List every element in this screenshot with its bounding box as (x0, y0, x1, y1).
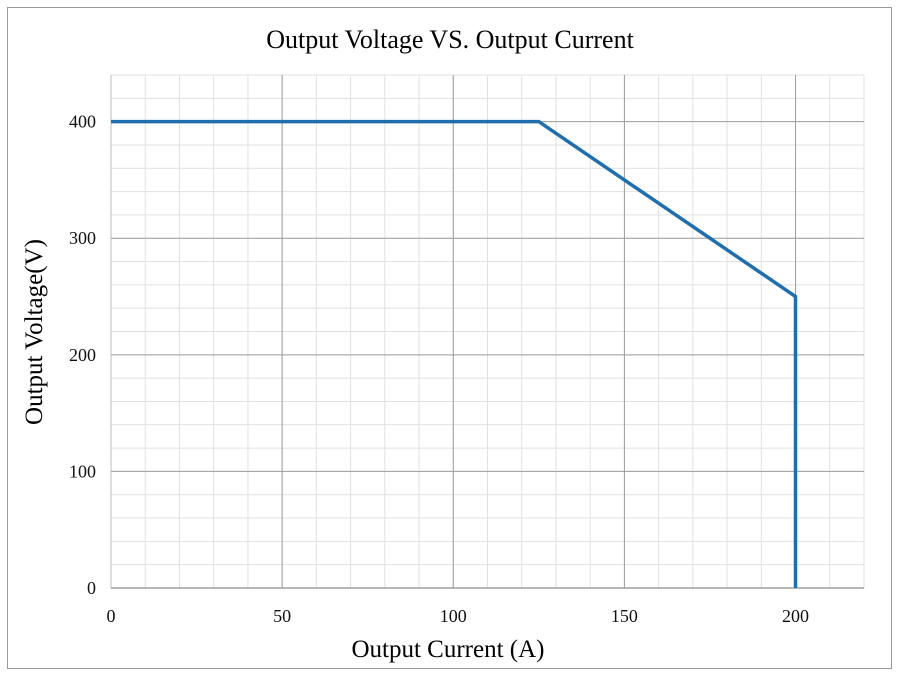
chart-title: Output Voltage VS. Output Current (266, 25, 634, 54)
y-axis-title: Output Voltage(V) (21, 239, 48, 425)
chart-frame (7, 7, 892, 669)
x-tick-label: 50 (273, 606, 291, 626)
x-tick-labels: 0 50 100 150 200 (107, 606, 810, 626)
series-group (111, 119, 798, 588)
y-tick-labels: 0 100 200 300 400 (69, 112, 96, 598)
x-axis-title: Output Current (A) (351, 636, 544, 663)
y-tick-label: 400 (69, 112, 96, 132)
x-tick-label: 200 (782, 606, 809, 626)
y-tick-label: 0 (87, 578, 96, 598)
series-line (111, 119, 798, 588)
grid-minor (110, 74, 865, 589)
x-tick-label: 0 (107, 606, 116, 626)
x-tick-label: 100 (440, 606, 467, 626)
y-tick-label: 300 (69, 228, 96, 248)
y-tick-label: 100 (69, 461, 96, 481)
y-tick-label: 200 (69, 345, 96, 365)
x-tick-label: 150 (611, 606, 638, 626)
